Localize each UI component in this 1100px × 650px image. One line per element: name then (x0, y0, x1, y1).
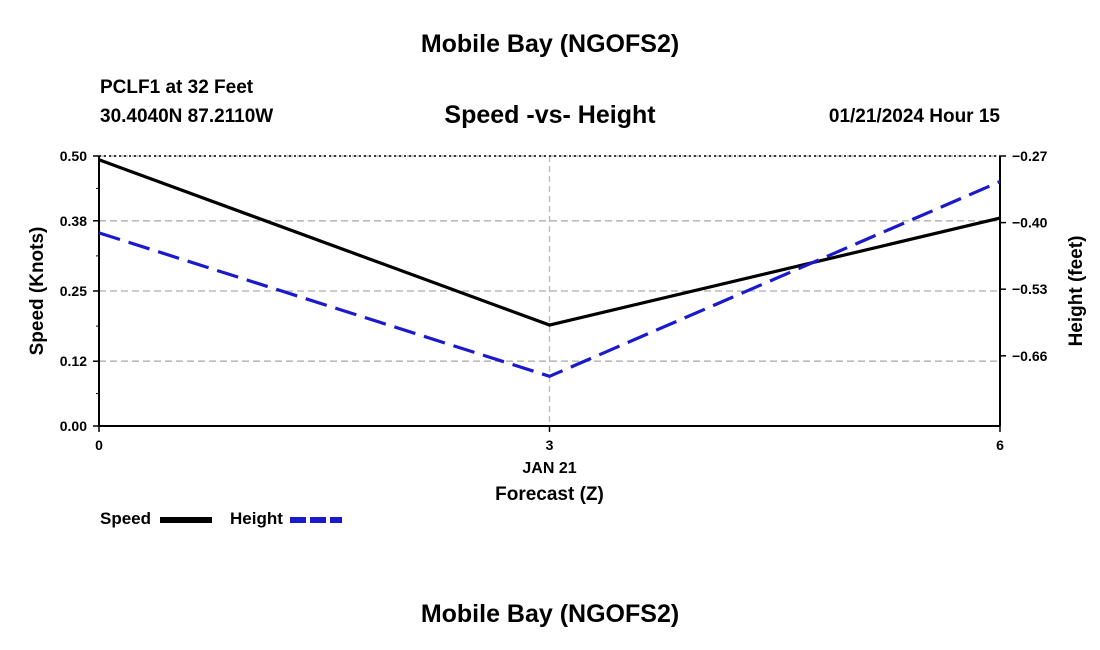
page-title: Mobile Bay (NGOFS2) (420, 30, 680, 58)
y-tick-label: 0.50 (60, 148, 87, 164)
forecast-datetime: 01/21/2024 Hour 15 (828, 106, 1000, 127)
x-tick-label: 0 (95, 437, 103, 453)
height-series-line (98, 180, 1001, 379)
speed-series-line (98, 158, 1001, 327)
y2-axis-label: Height (feet) (1066, 236, 1087, 347)
y-tick-label: 0.25 (60, 283, 87, 299)
y2-tick-label: −0.66 (1012, 348, 1048, 364)
y-tick-label: 0.00 (60, 418, 87, 434)
y2-tick-label: −0.53 (1012, 281, 1048, 297)
y2-tick-label: −0.40 (1012, 215, 1048, 231)
footer-title: Mobile Bay (NGOFS2) (420, 600, 680, 628)
legend-height-label: Height (230, 509, 283, 528)
y-axis-label: Speed (Knots) (27, 227, 48, 356)
x-tick-label: 3 (546, 437, 554, 453)
x-date-label: JAN 21 (522, 460, 576, 477)
y-tick-label: 0.38 (60, 213, 87, 229)
y2-tick-label: −0.27 (1012, 148, 1048, 164)
x-axis-label: Forecast (Z) (495, 484, 604, 505)
station-label: PCLF1 at 32 Feet (100, 77, 254, 98)
legend-speed-label: Speed (100, 509, 152, 528)
y-tick-label: 0.12 (60, 353, 87, 369)
station-coordinates: 30.4040N 87.2110W (100, 106, 274, 127)
chart-title: Speed -vs- Height (444, 101, 656, 129)
x-tick-label: 6 (996, 437, 1004, 453)
